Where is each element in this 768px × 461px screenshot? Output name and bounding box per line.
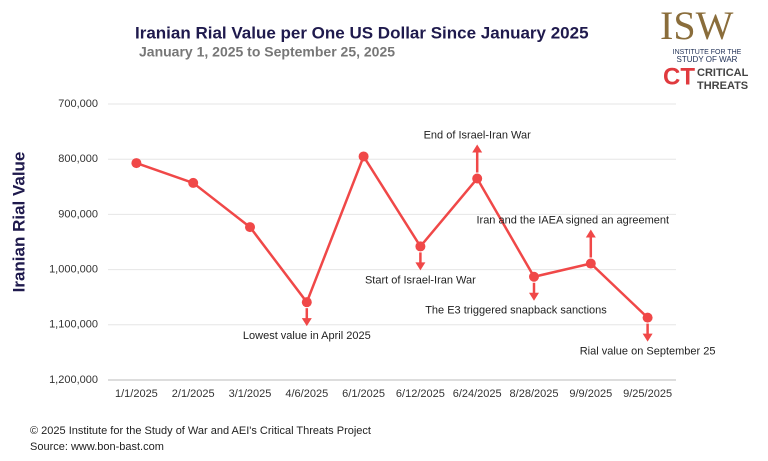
data-point bbox=[585, 258, 596, 269]
x-tick-label: 6/12/2025 bbox=[396, 388, 445, 400]
data-point bbox=[358, 151, 369, 162]
x-tick-label: 2/1/2025 bbox=[172, 388, 215, 400]
y-tick-label: 1,000,000 bbox=[49, 264, 98, 276]
annotation: Start of Israel-Iran War bbox=[365, 274, 476, 286]
isw-name: INSTITUTE FOR THE bbox=[673, 49, 742, 56]
data-point bbox=[529, 271, 539, 282]
data-point bbox=[472, 173, 483, 184]
annotation-arrowhead bbox=[642, 333, 653, 342]
y-tick-label: 1,200,000 bbox=[49, 374, 98, 386]
annotation: Iran and the IAEA signed an agreement bbox=[476, 214, 669, 226]
data-point bbox=[301, 297, 312, 308]
annotation-arrowhead bbox=[301, 318, 312, 327]
footer-source: Source: www.bon-bast.com bbox=[30, 441, 164, 453]
annotation: End of Israel-Iran War bbox=[424, 129, 532, 141]
x-tick-label: 8/28/2025 bbox=[510, 388, 559, 400]
isw-mark: ISW bbox=[660, 3, 734, 48]
ct-name: THREATS bbox=[697, 80, 748, 92]
x-tick-label: 1/1/2025 bbox=[115, 388, 158, 400]
x-tick-label: 3/1/2025 bbox=[229, 388, 272, 400]
data-point bbox=[131, 158, 142, 169]
x-tick-label: 9/25/2025 bbox=[623, 388, 672, 400]
data-point bbox=[188, 177, 199, 188]
y-axis-title: Iranian Rial Value bbox=[9, 152, 28, 293]
ct-mark: CT bbox=[663, 63, 695, 90]
y-tick-label: 1,100,000 bbox=[49, 319, 98, 331]
annotation: Rial value on September 25 bbox=[580, 346, 716, 358]
x-tick-label: 9/9/2025 bbox=[569, 388, 612, 400]
annotation-arrowhead bbox=[585, 229, 596, 238]
ct-name: CRITICAL bbox=[697, 67, 749, 79]
annotation-arrowhead bbox=[415, 262, 426, 271]
annotation: The E3 triggered snapback sanctions bbox=[425, 305, 607, 317]
data-line bbox=[135, 153, 649, 319]
footer-copyright: © 2025 Institute for the Study of War an… bbox=[30, 425, 371, 437]
y-tick-label: 800,000 bbox=[58, 153, 98, 165]
chart-subtitle: January 1, 2025 to September 25, 2025 bbox=[139, 44, 395, 60]
annotation: Lowest value in April 2025 bbox=[243, 330, 371, 342]
y-tick-label: 700,000 bbox=[58, 98, 98, 110]
y-tick-label: 900,000 bbox=[58, 208, 98, 220]
chart-title: Iranian Rial Value per One US Dollar Sin… bbox=[135, 23, 589, 42]
isw-name: STUDY OF WAR bbox=[677, 55, 738, 64]
data-point bbox=[245, 222, 255, 233]
data-point bbox=[415, 241, 426, 252]
data-point bbox=[642, 312, 653, 323]
x-tick-label: 6/1/2025 bbox=[342, 388, 385, 400]
x-tick-label: 6/24/2025 bbox=[453, 388, 502, 400]
annotation-arrowhead bbox=[529, 292, 539, 301]
annotation-arrowhead bbox=[472, 144, 483, 153]
isw-logo: ISW INSTITUTE FOR THE STUDY OF WAR CT CR… bbox=[660, 3, 749, 92]
x-tick-label: 4/6/2025 bbox=[285, 388, 328, 400]
